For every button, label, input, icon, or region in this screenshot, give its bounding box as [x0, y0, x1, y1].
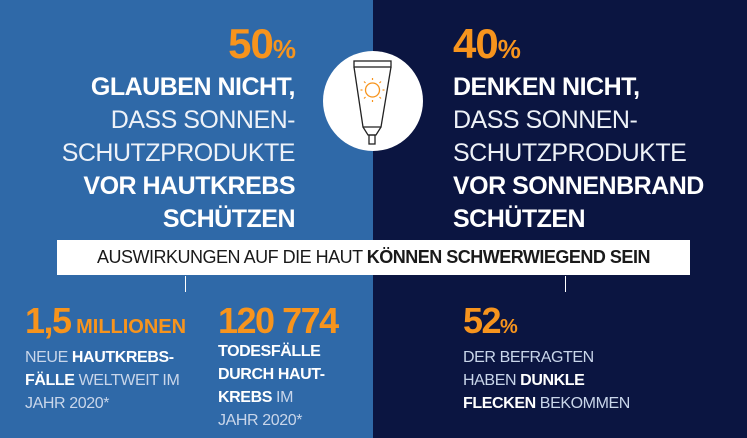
- percent-sign: %: [497, 34, 521, 64]
- banner-light-text: AUSWIRKUNGEN AUF DIE HAUT: [97, 247, 367, 267]
- left-line-5: SCHÜTZEN: [162, 205, 296, 233]
- left-panel: [0, 0, 373, 438]
- stat-text: DUNKLE: [520, 372, 585, 389]
- right-line-2: DASS SONNEN-: [453, 106, 638, 134]
- left-statement: 50% GLAUBEN NICHT, DASS SONNEN- SCHUTZPR…: [61, 20, 296, 236]
- stat-text: HAUTKREBS-: [71, 349, 174, 366]
- right-line-5: SCHÜTZEN: [453, 205, 586, 233]
- banner-bold-text: KÖNNEN SCHWERWIEGEND SEIN: [366, 247, 651, 267]
- stat-text: FÄLLE: [25, 372, 75, 389]
- right-line-3: SCHUTZPRODUKTE: [453, 139, 687, 167]
- stat-value: 1,5: [25, 300, 72, 341]
- stat-unit: %: [500, 316, 518, 338]
- stat-text: JAHR 2020*: [218, 412, 303, 429]
- stat-unit: MILLIONEN: [70, 316, 187, 338]
- right-statement: 40% DENKEN NICHT, DASS SONNEN- SCHUTZPRO…: [453, 22, 704, 236]
- stat-text: FLECKEN: [463, 395, 536, 412]
- stat-deaths: 120 774 TODESFÄLLE DURCH HAUT- KREBS IM …: [218, 300, 339, 432]
- impact-banner: AUSWIRKUNGEN AUF DIE HAUT KÖNNEN SCHWERW…: [57, 240, 690, 275]
- right-panel: [373, 0, 747, 438]
- stat-text: DURCH HAUT-: [218, 366, 325, 383]
- right-number: 40: [453, 20, 499, 67]
- left-number: 50: [228, 20, 274, 67]
- left-line-2: DASS SONNEN-: [110, 106, 296, 134]
- stat-text: IM: [272, 389, 294, 406]
- stat-value: 52: [463, 300, 502, 341]
- stat-text: TODESFÄLLE: [218, 343, 321, 360]
- left-line-4: VOR HAUTKREBS: [83, 172, 295, 200]
- stat-text: JAHR 2020*: [25, 395, 110, 412]
- stat-text: NEUE: [25, 349, 72, 366]
- stat-text: WELTWEIT IM: [74, 372, 180, 389]
- connector-line: [565, 276, 566, 292]
- right-line-1: DENKEN NICHT,: [453, 73, 640, 101]
- stat-dark-spots: 52% DER BEFRAGTEN HABEN DUNKLE FLECKEN B…: [463, 302, 630, 415]
- right-line-4: VOR SONNENBRAND: [453, 172, 704, 200]
- sunscreen-tube-icon: [323, 51, 423, 151]
- stat-text: KREBS: [218, 389, 273, 406]
- left-percentage: 50%: [62, 20, 296, 71]
- left-line-1: GLAUBEN NICHT,: [90, 73, 296, 101]
- stat-number: 120 774: [218, 300, 339, 341]
- stat-text: DER BEFRAGTEN: [463, 349, 594, 366]
- left-line-3: SCHUTZPRODUKTE: [61, 139, 296, 167]
- stat-text: HABEN: [463, 372, 521, 389]
- stat-new-cases: 1,5 MILLIONEN NEUE HAUTKREBS- FÄLLE WELT…: [25, 302, 186, 415]
- percent-sign: %: [272, 34, 296, 64]
- right-percentage: 40%: [453, 22, 704, 71]
- stat-number: 1,5 MILLIONEN: [25, 302, 186, 346]
- stat-text: BEKOMMEN: [535, 395, 631, 412]
- stat-number: 52%: [463, 302, 630, 346]
- connector-line: [185, 276, 186, 292]
